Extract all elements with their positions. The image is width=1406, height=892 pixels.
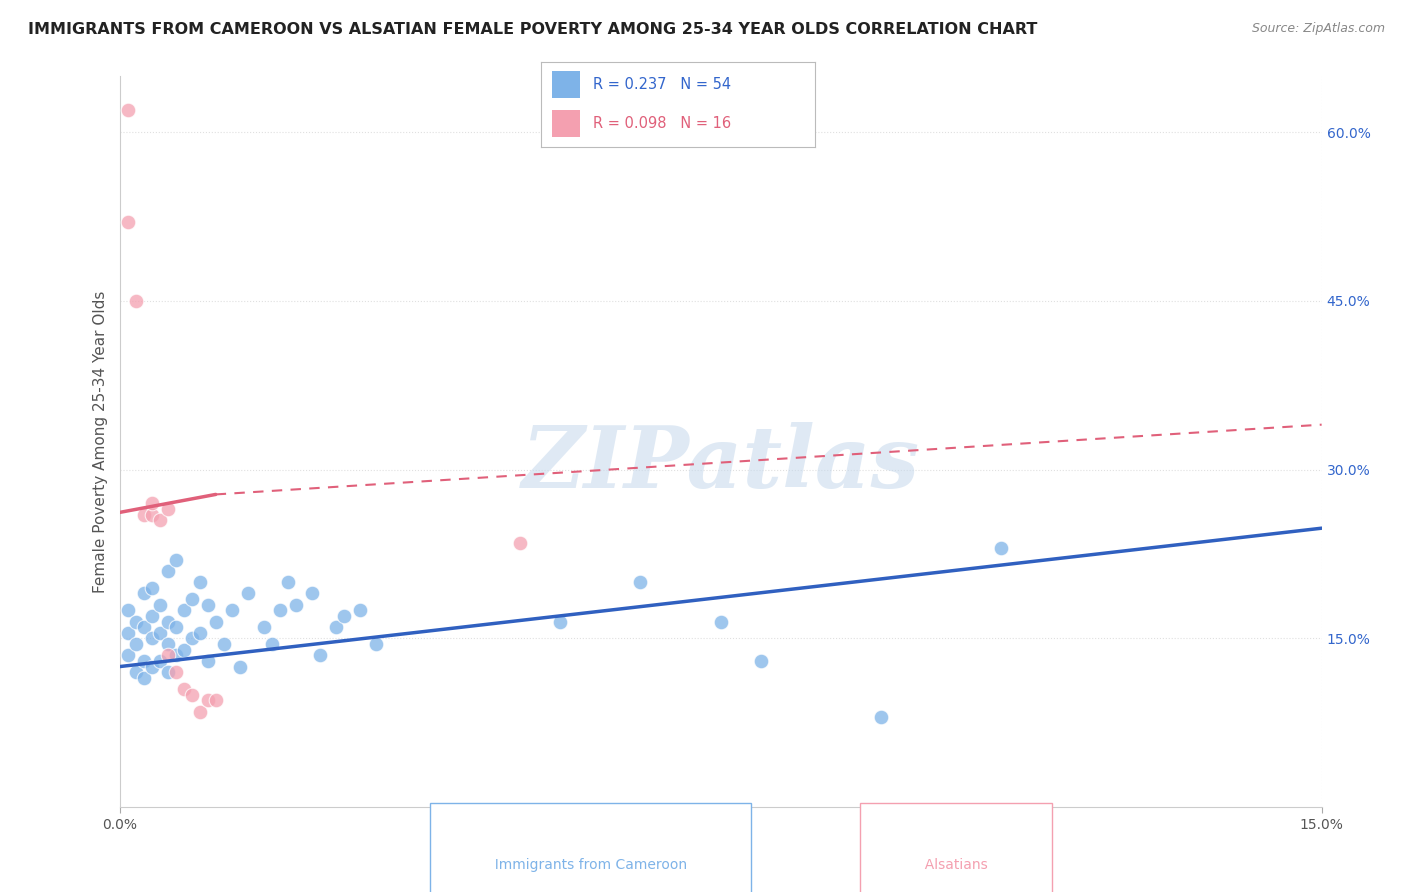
Point: [277, 575, 299, 590]
Point: [141, 609, 163, 624]
Point: [132, 508, 155, 522]
Point: [124, 293, 146, 308]
Point: [197, 654, 219, 668]
Point: [228, 659, 252, 673]
Point: [165, 648, 187, 663]
Point: [364, 637, 387, 651]
Text: Alsatians: Alsatians: [915, 858, 997, 872]
Point: [141, 581, 163, 595]
Point: [269, 603, 291, 617]
Point: [132, 586, 155, 600]
Point: [141, 496, 163, 510]
Point: [165, 620, 187, 634]
Point: [509, 536, 531, 550]
Point: [141, 508, 163, 522]
Point: [165, 665, 187, 680]
Point: [117, 648, 139, 663]
Point: [204, 693, 226, 707]
Point: [165, 552, 187, 566]
Bar: [553, 110, 579, 137]
Point: [132, 671, 155, 685]
Point: [180, 632, 202, 646]
Point: [333, 609, 356, 624]
Point: [156, 615, 179, 629]
Point: [204, 615, 226, 629]
Point: [221, 603, 243, 617]
Point: [149, 625, 172, 640]
Text: R = 0.237   N = 54: R = 0.237 N = 54: [593, 77, 731, 92]
Point: [236, 586, 259, 600]
Point: [630, 575, 652, 590]
Point: [309, 648, 332, 663]
Point: [180, 688, 202, 702]
Point: [253, 620, 276, 634]
Point: [749, 654, 772, 668]
Point: [197, 693, 219, 707]
Point: [180, 592, 202, 607]
Text: Source: ZipAtlas.com: Source: ZipAtlas.com: [1251, 22, 1385, 36]
Point: [141, 632, 163, 646]
Text: ZIPatlas: ZIPatlas: [522, 422, 920, 505]
Point: [173, 642, 195, 657]
Point: [156, 637, 179, 651]
Point: [212, 637, 235, 651]
Point: [149, 598, 172, 612]
Point: [173, 603, 195, 617]
Point: [141, 659, 163, 673]
Point: [132, 654, 155, 668]
Point: [117, 215, 139, 229]
Bar: [553, 71, 579, 98]
Point: [550, 615, 572, 629]
Point: [188, 625, 211, 640]
Point: [301, 586, 323, 600]
Point: [132, 620, 155, 634]
Text: Immigrants from Cameroon: Immigrants from Cameroon: [485, 858, 696, 872]
Point: [124, 665, 146, 680]
Point: [117, 603, 139, 617]
Point: [173, 682, 195, 697]
Point: [709, 615, 731, 629]
Point: [325, 620, 347, 634]
Point: [990, 541, 1012, 556]
Point: [869, 710, 893, 724]
Point: [124, 637, 146, 651]
Y-axis label: Female Poverty Among 25-34 Year Olds: Female Poverty Among 25-34 Year Olds: [93, 291, 108, 592]
Point: [349, 603, 371, 617]
Point: [156, 665, 179, 680]
Point: [156, 648, 179, 663]
Point: [188, 705, 211, 719]
Text: IMMIGRANTS FROM CAMEROON VS ALSATIAN FEMALE POVERTY AMONG 25-34 YEAR OLDS CORREL: IMMIGRANTS FROM CAMEROON VS ALSATIAN FEM…: [28, 22, 1038, 37]
Point: [156, 502, 179, 516]
Point: [284, 598, 307, 612]
Point: [149, 654, 172, 668]
Point: [124, 615, 146, 629]
Point: [156, 564, 179, 578]
Point: [117, 103, 139, 117]
Point: [188, 575, 211, 590]
Point: [117, 625, 139, 640]
Point: [197, 598, 219, 612]
Point: [260, 637, 283, 651]
Point: [149, 513, 172, 527]
Text: R = 0.098   N = 16: R = 0.098 N = 16: [593, 116, 731, 131]
